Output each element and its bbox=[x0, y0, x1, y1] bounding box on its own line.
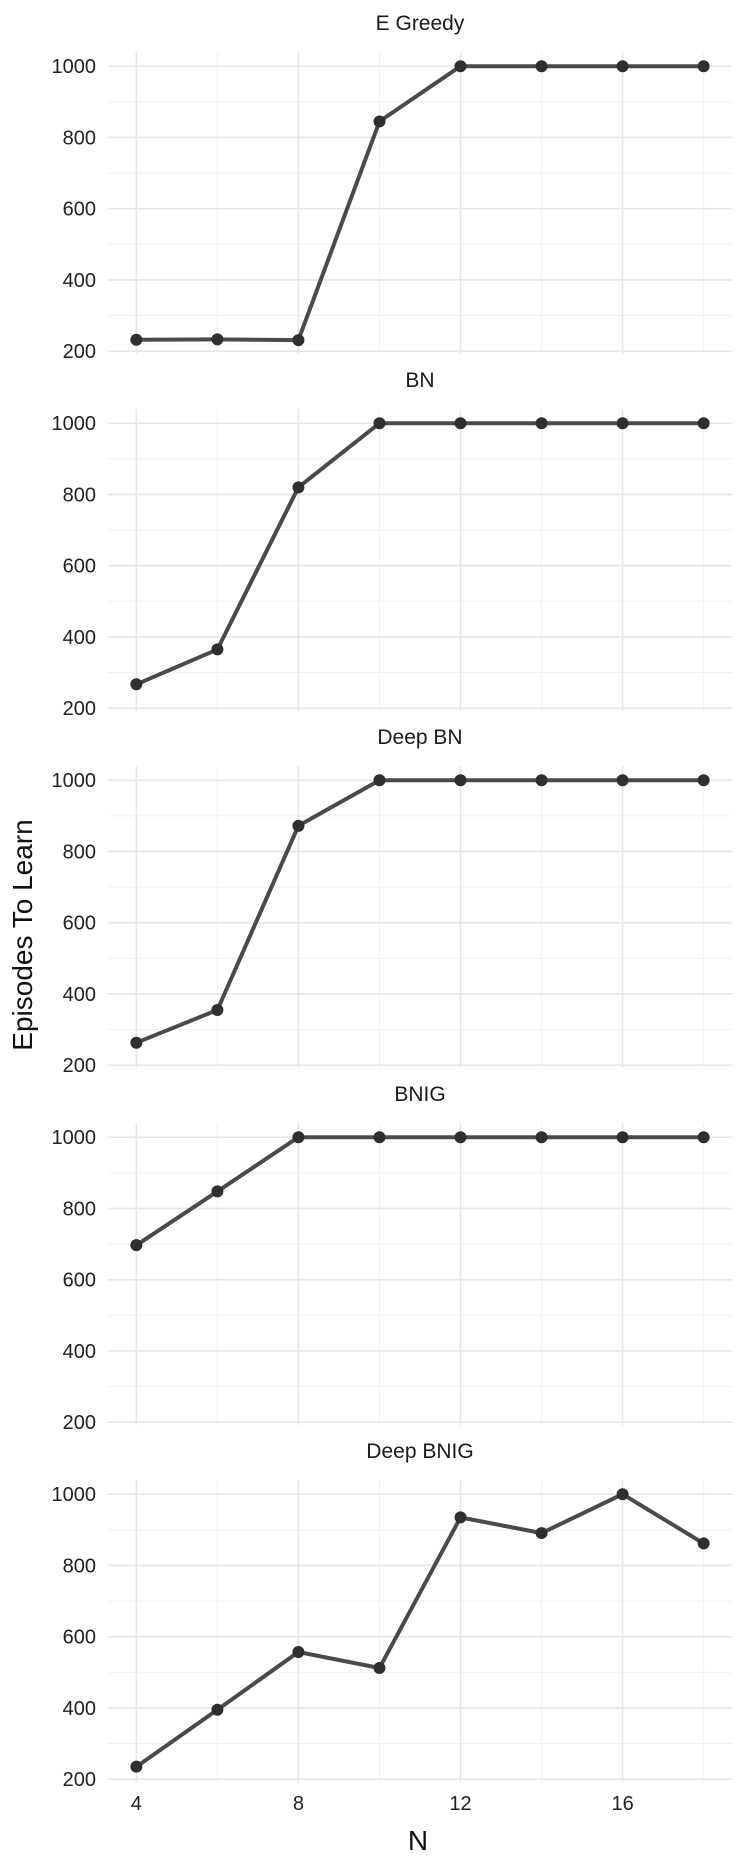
y-tick-label: 200 bbox=[63, 1055, 96, 1077]
y-tick-label: 1000 bbox=[52, 1127, 97, 1149]
y-tick-label: 200 bbox=[63, 1769, 96, 1791]
data-point bbox=[292, 481, 305, 494]
y-tick-label: 200 bbox=[63, 1412, 96, 1434]
data-point bbox=[292, 1646, 305, 1659]
series-line bbox=[134, 64, 706, 343]
data-point bbox=[616, 1131, 629, 1144]
series-line bbox=[134, 421, 706, 687]
data-point bbox=[373, 1131, 386, 1144]
data-point bbox=[373, 115, 386, 128]
y-tick-label: 800 bbox=[63, 1198, 96, 1220]
y-tick-label: 800 bbox=[63, 484, 96, 506]
y-tick-label: 200 bbox=[63, 341, 96, 363]
y-tick-label: 1000 bbox=[52, 770, 97, 792]
panel-title: BN bbox=[405, 369, 434, 392]
series-line bbox=[134, 1135, 706, 1248]
data-point bbox=[697, 1537, 710, 1550]
data-point bbox=[292, 819, 305, 832]
data-point bbox=[292, 334, 305, 347]
data-point bbox=[373, 417, 386, 430]
data-point bbox=[616, 774, 629, 787]
data-point bbox=[535, 1131, 548, 1144]
panel-1: E Greedy 200 400 600 800 1000 bbox=[52, 12, 732, 363]
series-line bbox=[134, 778, 706, 1045]
x-tick-label: 16 bbox=[611, 1793, 633, 1815]
y-tick-label: 600 bbox=[63, 556, 96, 578]
data-point bbox=[454, 1511, 467, 1524]
data-point bbox=[130, 1239, 143, 1252]
y-tick-label: 1000 bbox=[52, 56, 97, 78]
y-tick-label: 600 bbox=[63, 1627, 96, 1649]
y-tick-label: 800 bbox=[63, 1555, 96, 1577]
data-point bbox=[373, 774, 386, 787]
panel-2: BN 200 400 600 800 1000 bbox=[52, 369, 732, 720]
chart-panels: E Greedy 200 400 600 800 1000 BN 200 400 600 800 10… bbox=[52, 12, 732, 1815]
data-point bbox=[697, 60, 710, 73]
data-point bbox=[535, 774, 548, 787]
data-point bbox=[211, 1703, 224, 1716]
data-point bbox=[697, 1131, 710, 1144]
data-point bbox=[130, 678, 143, 691]
series-line bbox=[134, 1492, 706, 1769]
data-point bbox=[616, 1488, 629, 1501]
data-point bbox=[373, 1662, 386, 1675]
y-tick-label: 400 bbox=[63, 1698, 96, 1720]
y-tick-label: 400 bbox=[63, 270, 96, 292]
y-tick-label: 400 bbox=[63, 1341, 96, 1363]
y-axis-title: Episodes To Learn bbox=[7, 819, 38, 1050]
data-point bbox=[535, 417, 548, 430]
x-axis-title: N bbox=[408, 1825, 428, 1856]
panel-title: E Greedy bbox=[376, 12, 465, 35]
data-point bbox=[211, 1003, 224, 1016]
data-point bbox=[211, 333, 224, 346]
data-point bbox=[697, 774, 710, 787]
data-point bbox=[535, 1527, 548, 1540]
x-tick-label: 8 bbox=[293, 1793, 304, 1815]
data-point bbox=[292, 1131, 305, 1144]
data-point bbox=[454, 60, 467, 73]
y-tick-label: 400 bbox=[63, 627, 96, 649]
data-point bbox=[454, 1131, 467, 1144]
y-tick-label: 600 bbox=[63, 199, 96, 221]
data-point bbox=[454, 417, 467, 430]
data-point bbox=[535, 60, 548, 73]
data-point bbox=[697, 417, 710, 430]
data-point bbox=[211, 1185, 224, 1198]
y-tick-label: 1000 bbox=[52, 413, 97, 435]
panel-3: Deep BN 200 400 600 800 1000 bbox=[52, 726, 732, 1077]
x-tick-label: 4 bbox=[131, 1793, 142, 1815]
y-tick-label: 400 bbox=[63, 984, 96, 1006]
panel-title: Deep BNIG bbox=[366, 1440, 473, 1463]
panel-4: BNIG 200 400 600 800 1000 bbox=[52, 1083, 732, 1434]
data-point bbox=[130, 333, 143, 346]
y-tick-label: 800 bbox=[63, 127, 96, 149]
panel-title: BNIG bbox=[394, 1083, 445, 1106]
y-tick-label: 800 bbox=[63, 841, 96, 863]
x-tick-label: 12 bbox=[449, 1793, 471, 1815]
panel-title: Deep BN bbox=[377, 726, 462, 749]
data-point bbox=[211, 643, 224, 656]
panel-5: Deep BNIG 200 400 600 800 1000 4 8 12 16 bbox=[52, 1440, 732, 1815]
y-tick-label: 600 bbox=[63, 913, 96, 935]
y-tick-label: 600 bbox=[63, 1270, 96, 1292]
data-point bbox=[616, 417, 629, 430]
y-tick-label: 200 bbox=[63, 698, 96, 720]
data-point bbox=[454, 774, 467, 787]
data-point bbox=[130, 1760, 143, 1773]
data-point bbox=[616, 60, 629, 73]
data-point bbox=[130, 1036, 143, 1049]
y-tick-label: 1000 bbox=[52, 1484, 97, 1506]
